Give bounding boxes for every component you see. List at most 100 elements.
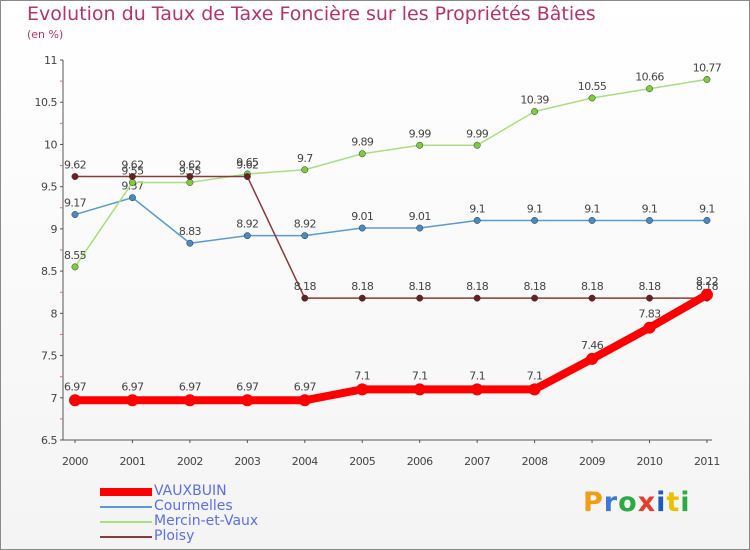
- point-mercin-et-vaux-2008: [531, 108, 539, 115]
- point-ploisy-2004: [301, 294, 309, 302]
- data-label-courmelles-2009: 9.1: [584, 202, 600, 215]
- data-label-mercin-et-vaux-2002: 9.55: [179, 164, 202, 177]
- point-ploisy-2001: [129, 173, 136, 180]
- logo-letter: r: [603, 487, 619, 518]
- x-tick-label-2001: 2001: [119, 455, 145, 468]
- data-label-vauxbuin-2011: 8.22: [696, 275, 718, 288]
- x-tick-label-2008: 2008: [522, 455, 548, 468]
- data-label-vauxbuin-2004: 6.97: [294, 380, 317, 393]
- point-vauxbuin-2005: [356, 383, 369, 396]
- data-label-ploisy-2005: 8.18: [351, 280, 374, 293]
- x-tick-label-2009: 2009: [579, 455, 605, 468]
- chart-title: Evolution du Taux de Taxe Foncière sur l…: [27, 3, 596, 25]
- series-line-ploisy: [75, 175, 707, 299]
- data-label-courmelles-2005: 9.01: [351, 210, 373, 223]
- data-label-mercin-et-vaux-2005: 9.89: [351, 136, 374, 149]
- data-label-courmelles-2000: 9.17: [64, 197, 87, 210]
- x-tick-label-2010: 2010: [637, 455, 663, 468]
- data-label-vauxbuin-2002: 6.97: [179, 380, 202, 393]
- point-mercin-et-vaux-2000: [71, 263, 79, 271]
- x-tick-label-2011: 2011: [694, 455, 720, 468]
- legend-label-mercin-et-vaux: Mercin-et-Vaux: [154, 513, 259, 529]
- x-tick-label-2006: 2006: [407, 455, 433, 468]
- x-tick-label-2004: 2004: [292, 455, 318, 468]
- data-label-ploisy-2001: 9.62: [121, 159, 143, 172]
- data-label-ploisy-2002: 9.62: [179, 159, 201, 172]
- point-vauxbuin-2003: [241, 394, 254, 407]
- legend-label-ploisy: Ploisy: [154, 528, 195, 544]
- point-vauxbuin-2007: [471, 383, 484, 396]
- y-tick-label-7.5: 7.5: [41, 350, 57, 363]
- point-mercin-et-vaux-2005: [358, 150, 366, 158]
- y-tick-label-8.5: 8.5: [41, 265, 57, 278]
- logo-letter: i: [680, 487, 691, 518]
- point-mercin-et-vaux-2002: [186, 178, 194, 186]
- point-vauxbuin-2002: [183, 394, 196, 407]
- data-label-courmelles-2006: 9.01: [409, 210, 431, 223]
- point-vauxbuin-2000: [69, 394, 81, 407]
- data-label-mercin-et-vaux-2001: 9.55: [121, 164, 144, 177]
- data-label-mercin-et-vaux-2009: 10.55: [578, 80, 607, 93]
- point-mercin-et-vaux-2010: [646, 85, 653, 93]
- data-label-ploisy-2004: 8.18: [294, 280, 317, 293]
- legend-swatch-vauxbuin: [100, 488, 152, 496]
- series-line-mercin-et-vaux: [74, 78, 708, 268]
- point-courmelles-2004: [301, 232, 309, 240]
- x-tick-label-2007: 2007: [464, 455, 490, 468]
- data-label-ploisy-2009: 8.18: [581, 280, 604, 293]
- point-courmelles-2008: [531, 216, 539, 224]
- point-courmelles-2010: [646, 216, 653, 224]
- point-vauxbuin-2008: [528, 383, 541, 396]
- point-mercin-et-vaux-2011: [703, 75, 711, 83]
- point-courmelles-2000: [71, 211, 79, 218]
- data-label-mercin-et-vaux-2006: 9.99: [409, 127, 432, 140]
- point-courmelles-2002: [186, 239, 194, 247]
- point-ploisy-2006: [416, 294, 424, 302]
- point-courmelles-2011: [703, 216, 711, 224]
- point-vauxbuin-2004: [298, 394, 311, 407]
- data-label-vauxbuin-2009: 7.46: [581, 339, 604, 352]
- logo-letter: t: [666, 487, 681, 518]
- point-vauxbuin-2001: [126, 394, 139, 407]
- legend-label-vauxbuin: VAUXBUIN: [154, 483, 227, 499]
- point-vauxbuin-2010: [643, 321, 656, 334]
- series-line-courmelles: [74, 196, 707, 244]
- logo-letter: x: [637, 487, 657, 518]
- legend-swatch-ploisy: [100, 536, 152, 538]
- point-mercin-et-vaux-2007: [473, 141, 481, 149]
- point-vauxbuin-2009: [586, 352, 599, 365]
- y-tick-label-11: 11: [44, 54, 57, 67]
- data-label-ploisy-2000: 9.62: [64, 159, 86, 172]
- point-vauxbuin-2006: [413, 383, 426, 396]
- data-label-mercin-et-vaux-2004: 9.7: [297, 152, 313, 165]
- data-label-vauxbuin-2010: 7.83: [638, 308, 661, 321]
- y-tick-label-6.5: 6.5: [41, 434, 57, 447]
- data-label-mercin-et-vaux-2008: 10.39: [520, 94, 549, 107]
- point-courmelles-2009: [588, 216, 596, 224]
- point-courmelles-2003: [243, 232, 251, 240]
- data-label-vauxbuin-2005: 7.1: [354, 369, 370, 382]
- point-vauxbuin-2011: [700, 288, 713, 301]
- point-mercin-et-vaux-2001: [129, 178, 136, 186]
- data-label-ploisy-2008: 8.18: [524, 280, 547, 293]
- data-label-vauxbuin-2000: 6.97: [64, 380, 87, 393]
- data-label-vauxbuin-2001: 6.97: [121, 380, 144, 393]
- y-tick-label-9.5: 9.5: [41, 181, 57, 194]
- data-label-vauxbuin-2003: 6.97: [236, 380, 259, 393]
- x-tick-label-2003: 2003: [234, 455, 260, 468]
- data-label-courmelles-2008: 9.1: [527, 202, 543, 215]
- data-label-courmelles-2011: 9.1: [699, 202, 715, 215]
- legend-swatch-courmelles: [100, 506, 152, 508]
- y-tick-label-10.5: 10.5: [35, 96, 58, 109]
- point-courmelles-2006: [416, 224, 424, 232]
- point-ploisy-2005: [358, 294, 366, 302]
- data-label-ploisy-2011: 8.18: [696, 280, 719, 293]
- point-mercin-et-vaux-2009: [588, 94, 596, 102]
- legend-label-courmelles: Courmelles: [154, 498, 233, 514]
- data-label-mercin-et-vaux-2011: 10.77: [693, 61, 722, 74]
- point-courmelles-2007: [473, 216, 481, 224]
- point-ploisy-2010: [646, 294, 653, 302]
- data-label-mercin-et-vaux-2003: 9.65: [236, 156, 259, 169]
